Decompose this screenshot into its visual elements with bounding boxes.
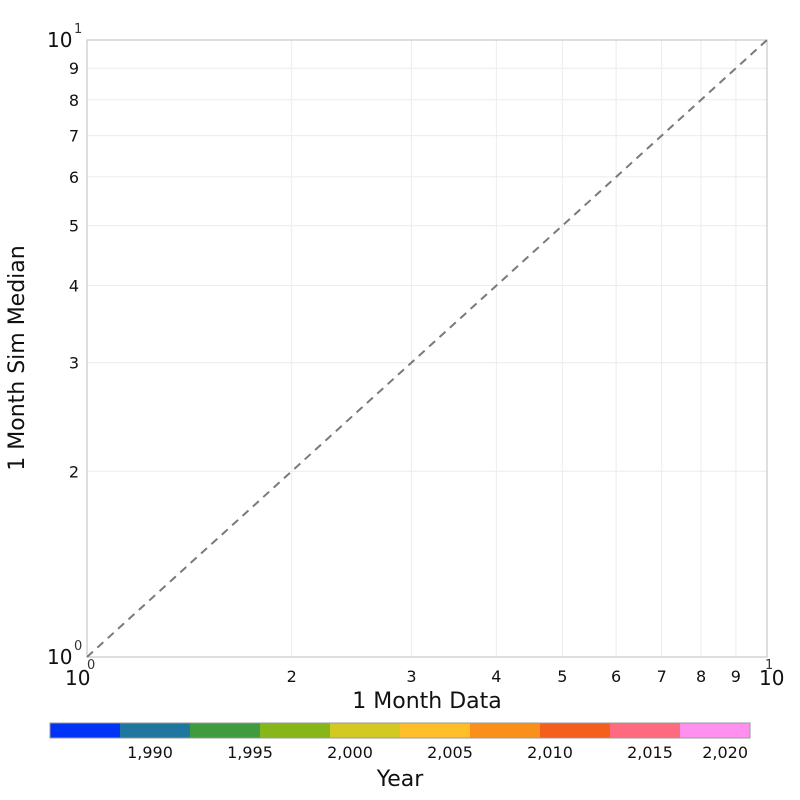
colorbar-tick-label: 2,005 [427,743,473,762]
x-tick-label-major: 10 [65,666,90,690]
x-tick-label: 7 [657,667,667,686]
y-tick-label: 3 [69,354,79,373]
y-tick-exponent: 0 [74,639,82,654]
colorbar-segment [120,723,191,738]
y-axis-title: 1 Month Sim Median [5,245,30,470]
reference-line-group [86,39,768,658]
colorbar-segment [260,723,331,738]
x-tick-exponent: 0 [87,658,95,673]
colorbar-tick-label: 2,000 [327,743,373,762]
x-tick-label: 9 [731,667,741,686]
y-tick-exponent: 1 [74,22,82,37]
y-tick-label: 5 [69,217,79,236]
colorbar-segment [540,723,611,738]
colorbar-segment [190,723,261,738]
y-tick-label: 9 [69,59,79,78]
x-tick-label: 8 [696,667,706,686]
colorbar-segment [610,723,681,738]
colorbar-tick-label: 1,995 [227,743,273,762]
colorbar-segment [330,723,401,738]
y-tick-label: 7 [69,127,79,146]
colorbar-segment [50,723,121,738]
colorbar-frame [49,722,751,739]
x-tick-label: 3 [406,667,416,686]
plot-area [86,39,768,658]
y-tick-label: 8 [69,91,79,110]
colorbar-title: Year [376,767,425,792]
x-tick-exponent: 1 [765,658,773,673]
x-tick-label: 5 [557,667,567,686]
x-tick-label: 2 [287,667,297,686]
colorbar-segment [400,723,471,738]
y-tick-label-major: 10 [47,28,72,52]
x-tick-label-major: 10 [759,666,784,690]
y-tick-label: 6 [69,168,79,187]
colorbar-segment [470,723,541,738]
identity-reference-line [86,39,768,658]
y-tick-label: 4 [69,277,79,296]
colorbar-tick-label: 2,020 [702,743,748,762]
colorbar-tick-label: 2,010 [527,743,573,762]
colorbar-tick-label: 2,015 [627,743,673,762]
x-tick-label: 4 [491,667,501,686]
x-axis-title: 1 Month Data [352,689,501,714]
colorbar-segment [680,723,751,738]
grid [87,40,767,657]
y-tick-label-major: 10 [47,645,72,669]
colorbar-tick-label: 1,990 [127,743,173,762]
colorbar: 1,990 1,995 2,000 2,005 2,010 2,015 2,020 [49,722,751,762]
y-tick-label: 2 [69,462,79,481]
x-tick-label: 6 [611,667,621,686]
